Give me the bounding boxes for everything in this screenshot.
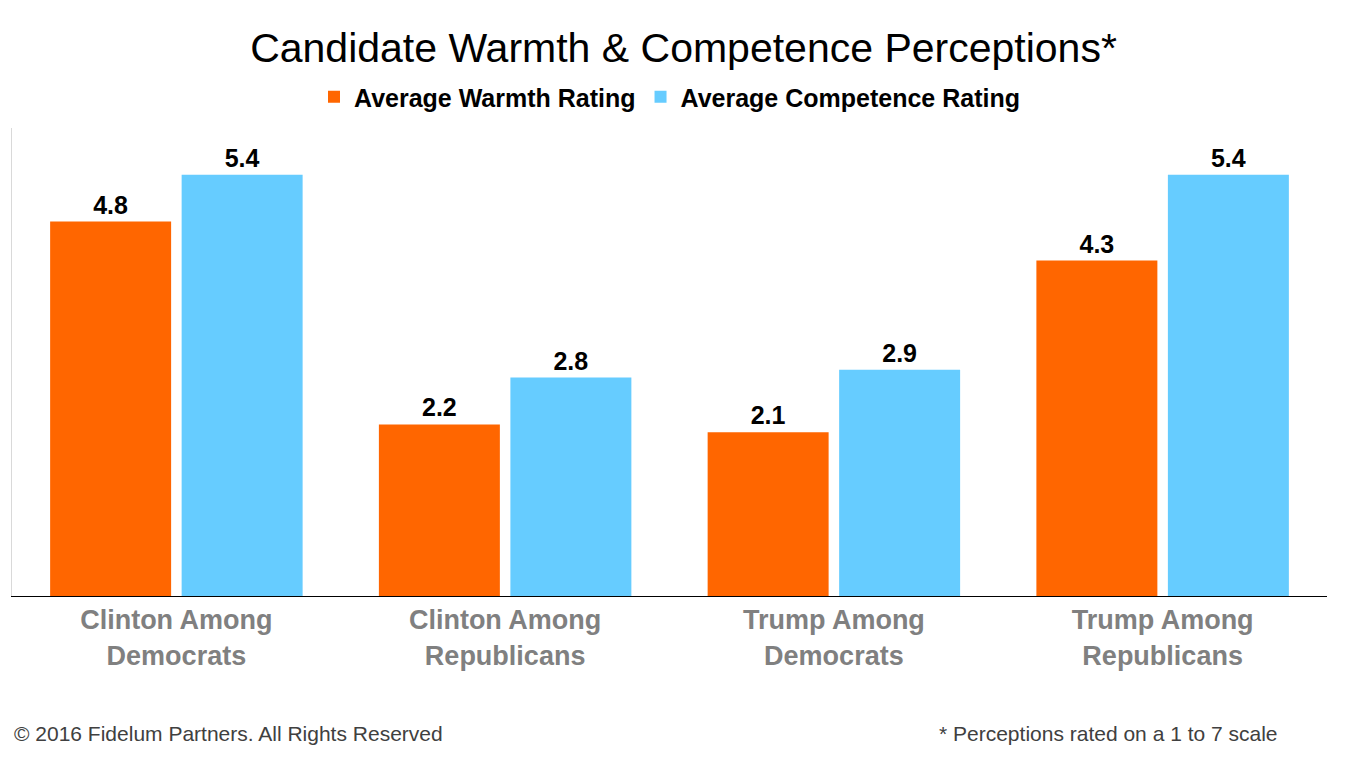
svg-text:2.9: 2.9	[882, 339, 917, 367]
svg-text:Average Warmth Rating: Average Warmth Rating	[354, 84, 636, 112]
svg-text:2.2: 2.2	[422, 393, 457, 421]
svg-text:5.4: 5.4	[1211, 144, 1246, 172]
svg-text:Clinton AmongRepublicans: Clinton AmongRepublicans	[409, 605, 601, 670]
svg-text:© 2016 Fidelum Partners. All R: © 2016 Fidelum Partners. All Rights Rese…	[14, 722, 443, 745]
svg-text:5.4: 5.4	[225, 144, 260, 172]
svg-text:2.8: 2.8	[553, 347, 588, 375]
svg-text:Trump AmongDemocrats: Trump AmongDemocrats	[743, 605, 925, 670]
svg-text:Candidate Warmth & Competence: Candidate Warmth & Competence Perception…	[250, 25, 1117, 71]
svg-text:4.3: 4.3	[1079, 230, 1114, 258]
svg-text:Trump AmongRepublicans: Trump AmongRepublicans	[1072, 605, 1254, 670]
svg-text:* Perceptions rated on a 1 to: * Perceptions rated on a 1 to 7 scale	[939, 722, 1278, 745]
svg-text:4.8: 4.8	[93, 191, 128, 219]
svg-text:2.1: 2.1	[751, 401, 786, 429]
svg-text:Average Competence Rating: Average Competence Rating	[681, 84, 1020, 112]
svg-text:Clinton AmongDemocrats: Clinton AmongDemocrats	[80, 605, 272, 670]
